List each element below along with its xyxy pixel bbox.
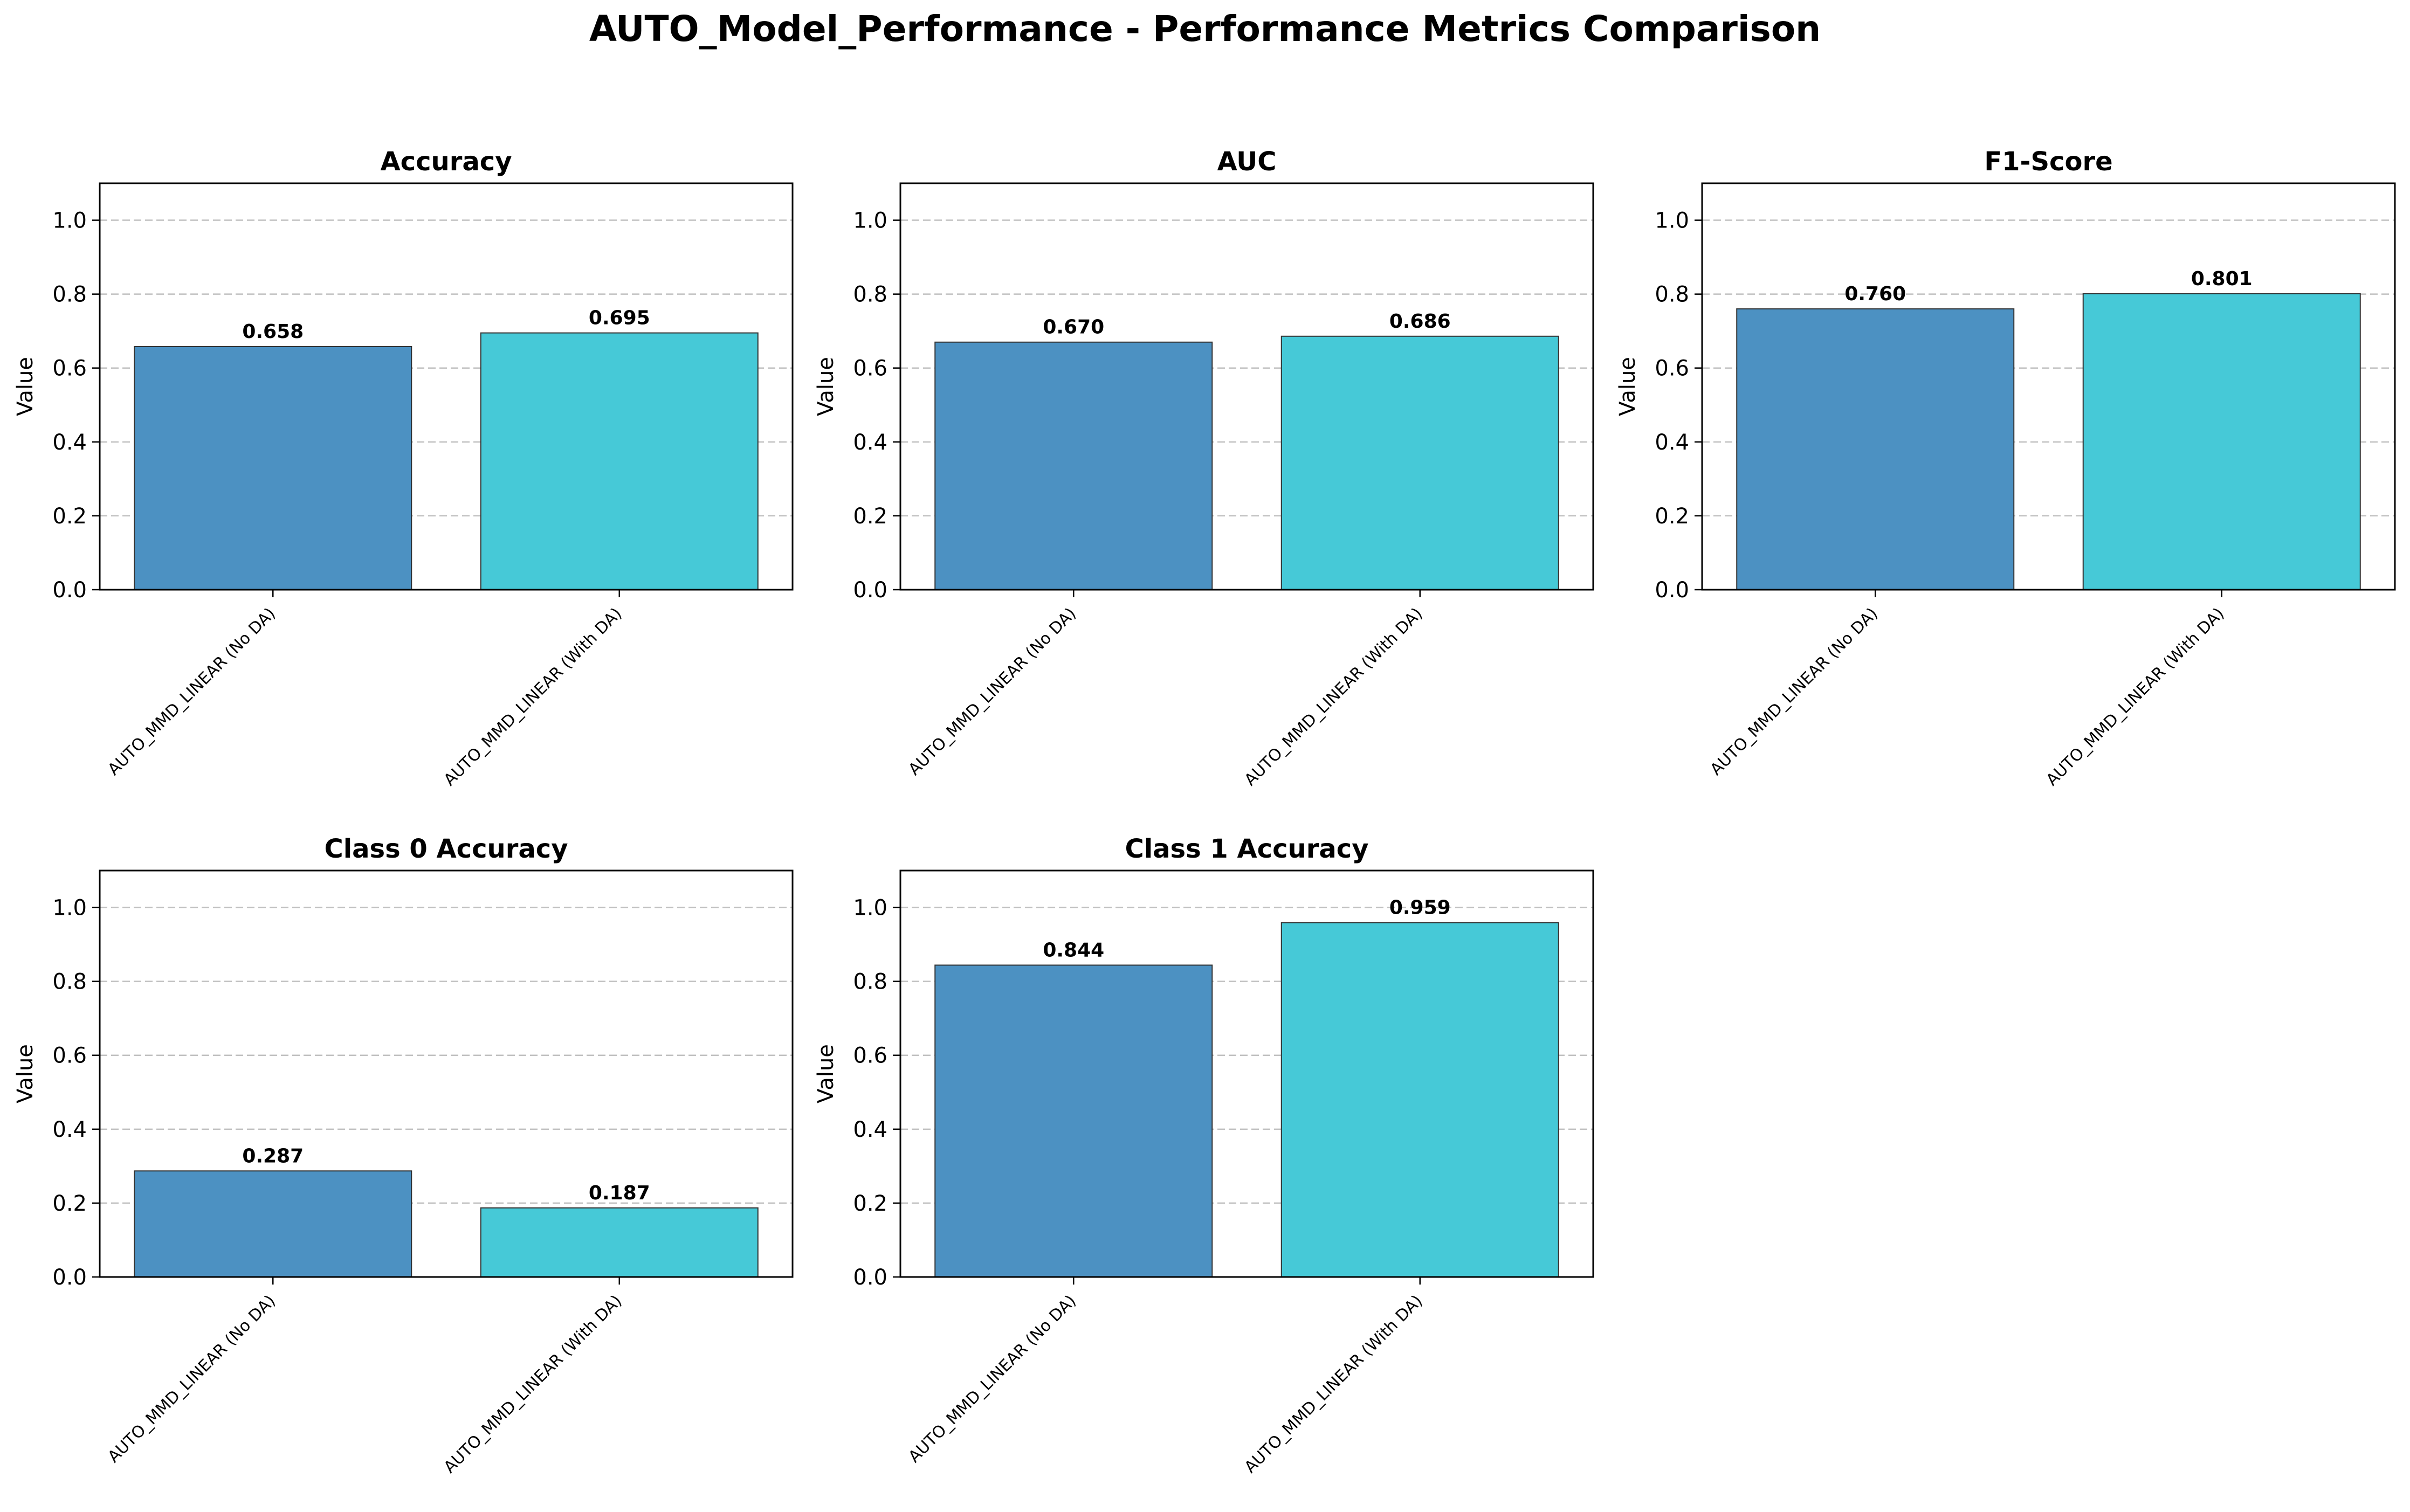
y-tick-label: 0.2 [853,504,887,529]
value-label: 0.287 [242,1145,304,1167]
y-tick-label: 0.0 [853,1265,887,1290]
value-label: 0.658 [242,321,304,343]
value-label: 0.760 [1844,283,1906,305]
y-axis-label: Value [13,1044,38,1103]
y-tick-label: 1.0 [52,896,87,921]
value-label: 0.695 [589,307,650,329]
axes-frame [899,182,1594,591]
subplot-class-0-accuracy: 0.0 0.2 0.4 0.6 0.8 1.0 0.287 AUTO_MMD_LINEAR (… [13,834,794,1477]
value-label: 0.801 [2191,268,2253,290]
value-label: 0.670 [1043,316,1104,339]
y-axis-label: Value [1615,357,1640,416]
bar-auc-no-da [934,341,1213,591]
y-tick-label: 0.0 [52,1265,87,1290]
value-label: 0.844 [1043,939,1104,961]
x-tick-label: AUTO_MMD_LINEAR (No DA) [104,1292,279,1467]
x-tick-label: AUTO_MMD_LINEAR (With DA) [440,1292,626,1477]
subplot-title: Class 1 Accuracy [1125,834,1368,864]
x-tick-label: AUTO_MMD_LINEAR (No DA) [905,1292,1080,1467]
y-tick-label: 0.2 [52,504,87,529]
subplot-accuracy: 0.0 0.2 0.4 0.6 0.8 1.0 0.658 AUTO_MMD_LINEAR (… [13,147,794,790]
bar-class-1-accuracy-no-da [934,964,1213,1278]
bar-class-1-accuracy-with-da [1280,922,1559,1278]
bar-f1-score-with-da [2082,293,2361,590]
y-tick-label: 0.4 [52,430,87,455]
y-tick-label: 0.0 [1655,578,1689,603]
axes-frame [99,182,794,591]
x-tick-label: AUTO_MMD_LINEAR (With DA) [440,604,626,790]
bar-auc-with-da [1280,335,1559,591]
x-tick-label: AUTO_MMD_LINEAR (No DA) [905,604,1080,779]
bar-accuracy-with-da [480,332,759,590]
figure-title: AUTO_Model_Performance - Performance Met… [589,8,1821,50]
axes-frame [1701,182,2396,591]
y-tick-label: 0.0 [52,578,87,603]
y-tick-label: 0.4 [853,430,887,455]
bar-accuracy-no-da [134,346,412,590]
y-tick-label: 1.0 [52,209,87,233]
y-axis-label: Value [814,357,838,416]
y-tick-label: 1.0 [853,896,887,921]
y-tick-label: 0.0 [853,578,887,603]
y-tick-label: 0.4 [1655,430,1689,455]
y-tick-label: 0.2 [52,1191,87,1216]
y-tick-label: 0.4 [52,1117,87,1142]
y-axis-label: Value [814,1044,838,1103]
y-tick-label: 0.8 [52,282,87,307]
y-tick-label: 0.6 [853,356,887,381]
y-tick-label: 0.6 [1655,356,1689,381]
subplot-title: Class 0 Accuracy [324,834,568,864]
y-tick-label: 0.2 [1655,504,1689,529]
subplot-class-1-accuracy: 0.0 0.2 0.4 0.6 0.8 1.0 0.844 AUTO_MMD_LINEAR (… [814,834,1594,1477]
x-tick-label: AUTO_MMD_LINEAR (No DA) [1706,604,1882,779]
bar-class-0-accuracy-with-da [480,1207,759,1278]
value-label: 0.959 [1389,897,1451,919]
y-tick-label: 0.4 [853,1117,887,1142]
value-label: 0.686 [1389,310,1451,333]
subplot-auc: 0.0 0.2 0.4 0.6 0.8 1.0 0.670 AUTO_MMD_LINEAR (… [814,147,1594,790]
y-tick-label: 0.2 [853,1191,887,1216]
y-tick-label: 0.6 [52,1044,87,1068]
subplot-title: F1-Score [1984,147,2112,177]
subplot-title: Accuracy [380,147,512,177]
x-tick-label: AUTO_MMD_LINEAR (No DA) [104,604,279,779]
x-tick-label: AUTO_MMD_LINEAR (With DA) [1241,604,1427,790]
axes-frame [899,869,1594,1278]
x-tick-label: AUTO_MMD_LINEAR (With DA) [1241,1292,1427,1477]
x-tick-label: AUTO_MMD_LINEAR (With DA) [2043,604,2228,790]
bar-class-0-accuracy-no-da [134,1170,412,1278]
y-tick-label: 0.8 [1655,282,1689,307]
y-tick-label: 1.0 [853,209,887,233]
value-label: 0.187 [589,1182,650,1204]
y-tick-label: 0.6 [52,356,87,381]
subplot-title: AUC [1217,147,1277,177]
y-axis-label: Value [13,357,38,416]
axes-frame [99,869,794,1278]
y-tick-label: 0.6 [853,1044,887,1068]
y-tick-label: 1.0 [1655,209,1689,233]
subplot-f1-score: 0.0 0.2 0.4 0.6 0.8 1.0 0.760 AUTO_MMD_LINEAR (… [1615,147,2396,790]
bar-f1-score-no-da [1736,308,2015,590]
subplot-grid: 0.0 0.2 0.4 0.6 0.8 1.0 0.658 AUTO_MMD_LINEAR (… [13,147,2396,1477]
y-tick-label: 0.8 [52,970,87,995]
y-tick-label: 0.8 [853,970,887,995]
y-tick-label: 0.8 [853,282,887,307]
